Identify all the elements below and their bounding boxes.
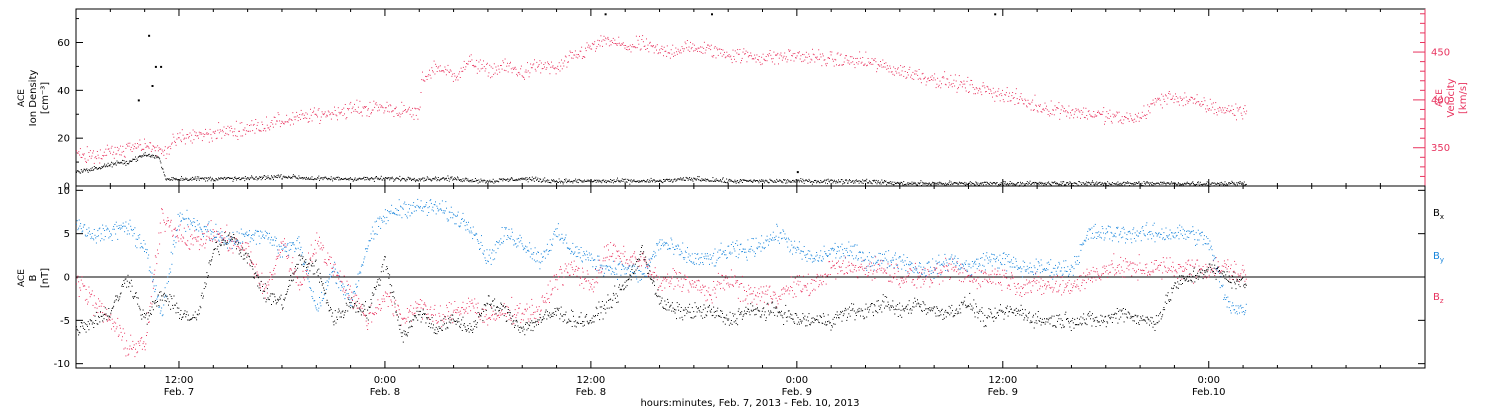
density-axis-title-2: [cm⁻³]	[40, 82, 51, 114]
density-tick-label: 60	[57, 38, 70, 49]
x-tick-time-label: 0:00	[374, 375, 396, 386]
density-outliers	[137, 13, 997, 174]
legend-bz: Bz	[1433, 292, 1444, 305]
velocity-tick-label: 450	[1431, 48, 1450, 59]
b-axis-title-2: [nT]	[40, 268, 51, 288]
velocity-tick-label: 350	[1431, 143, 1450, 154]
density-series	[76, 152, 1247, 187]
velocity-axis-title-1: Velocity	[1446, 78, 1457, 117]
velocity-axis-title-0: ACE	[1435, 89, 1445, 107]
by-series	[76, 198, 1247, 317]
bx-series	[76, 232, 1247, 343]
x-tick-date-label: Feb. 7	[164, 387, 194, 398]
time-axis-title: hours:minutes, Feb. 7, 2013 - Feb. 10, 2…	[640, 398, 859, 409]
b-tick-label: 0	[64, 273, 70, 284]
density-tick-label: 40	[57, 86, 70, 97]
b-axis-title-1: B	[28, 274, 39, 281]
x-tick-time-label: 12:00	[576, 375, 605, 386]
x-tick-date-label: Feb.10	[1192, 387, 1226, 398]
density-axis-title-1: Ion Density	[28, 70, 39, 127]
legend-by: By	[1433, 251, 1444, 264]
top-plot-frame	[75, 8, 1426, 187]
density-tick-label: 0	[64, 182, 70, 193]
x-tick-time-label: 0:00	[1198, 375, 1220, 386]
velocity-series	[76, 35, 1248, 164]
velocity-axis-title-2: [km/s]	[1458, 82, 1469, 114]
x-tick-date-label: Feb. 8	[370, 387, 400, 398]
b-tick-label: -5	[60, 316, 70, 327]
density-axis-title-0: ACE	[17, 89, 27, 107]
density-tick-label: 20	[57, 134, 70, 145]
x-tick-date-label: Feb. 8	[576, 387, 606, 398]
bz-series	[76, 208, 1247, 358]
b-axis-title-0: ACE	[17, 269, 27, 287]
b-tick-label: 10	[57, 186, 70, 197]
velocity-tick-label: 400	[1431, 95, 1450, 106]
x-tick-time-label: 0:00	[786, 375, 808, 386]
legend-bx: Bx	[1433, 208, 1444, 221]
x-tick-time-label: 12:00	[988, 375, 1017, 386]
x-tick-date-label: Feb. 9	[782, 387, 812, 398]
b-tick-label: 5	[64, 229, 70, 240]
b-tick-label: -10	[54, 359, 70, 370]
x-tick-date-label: Feb. 9	[988, 387, 1018, 398]
x-tick-time-label: 12:00	[165, 375, 194, 386]
